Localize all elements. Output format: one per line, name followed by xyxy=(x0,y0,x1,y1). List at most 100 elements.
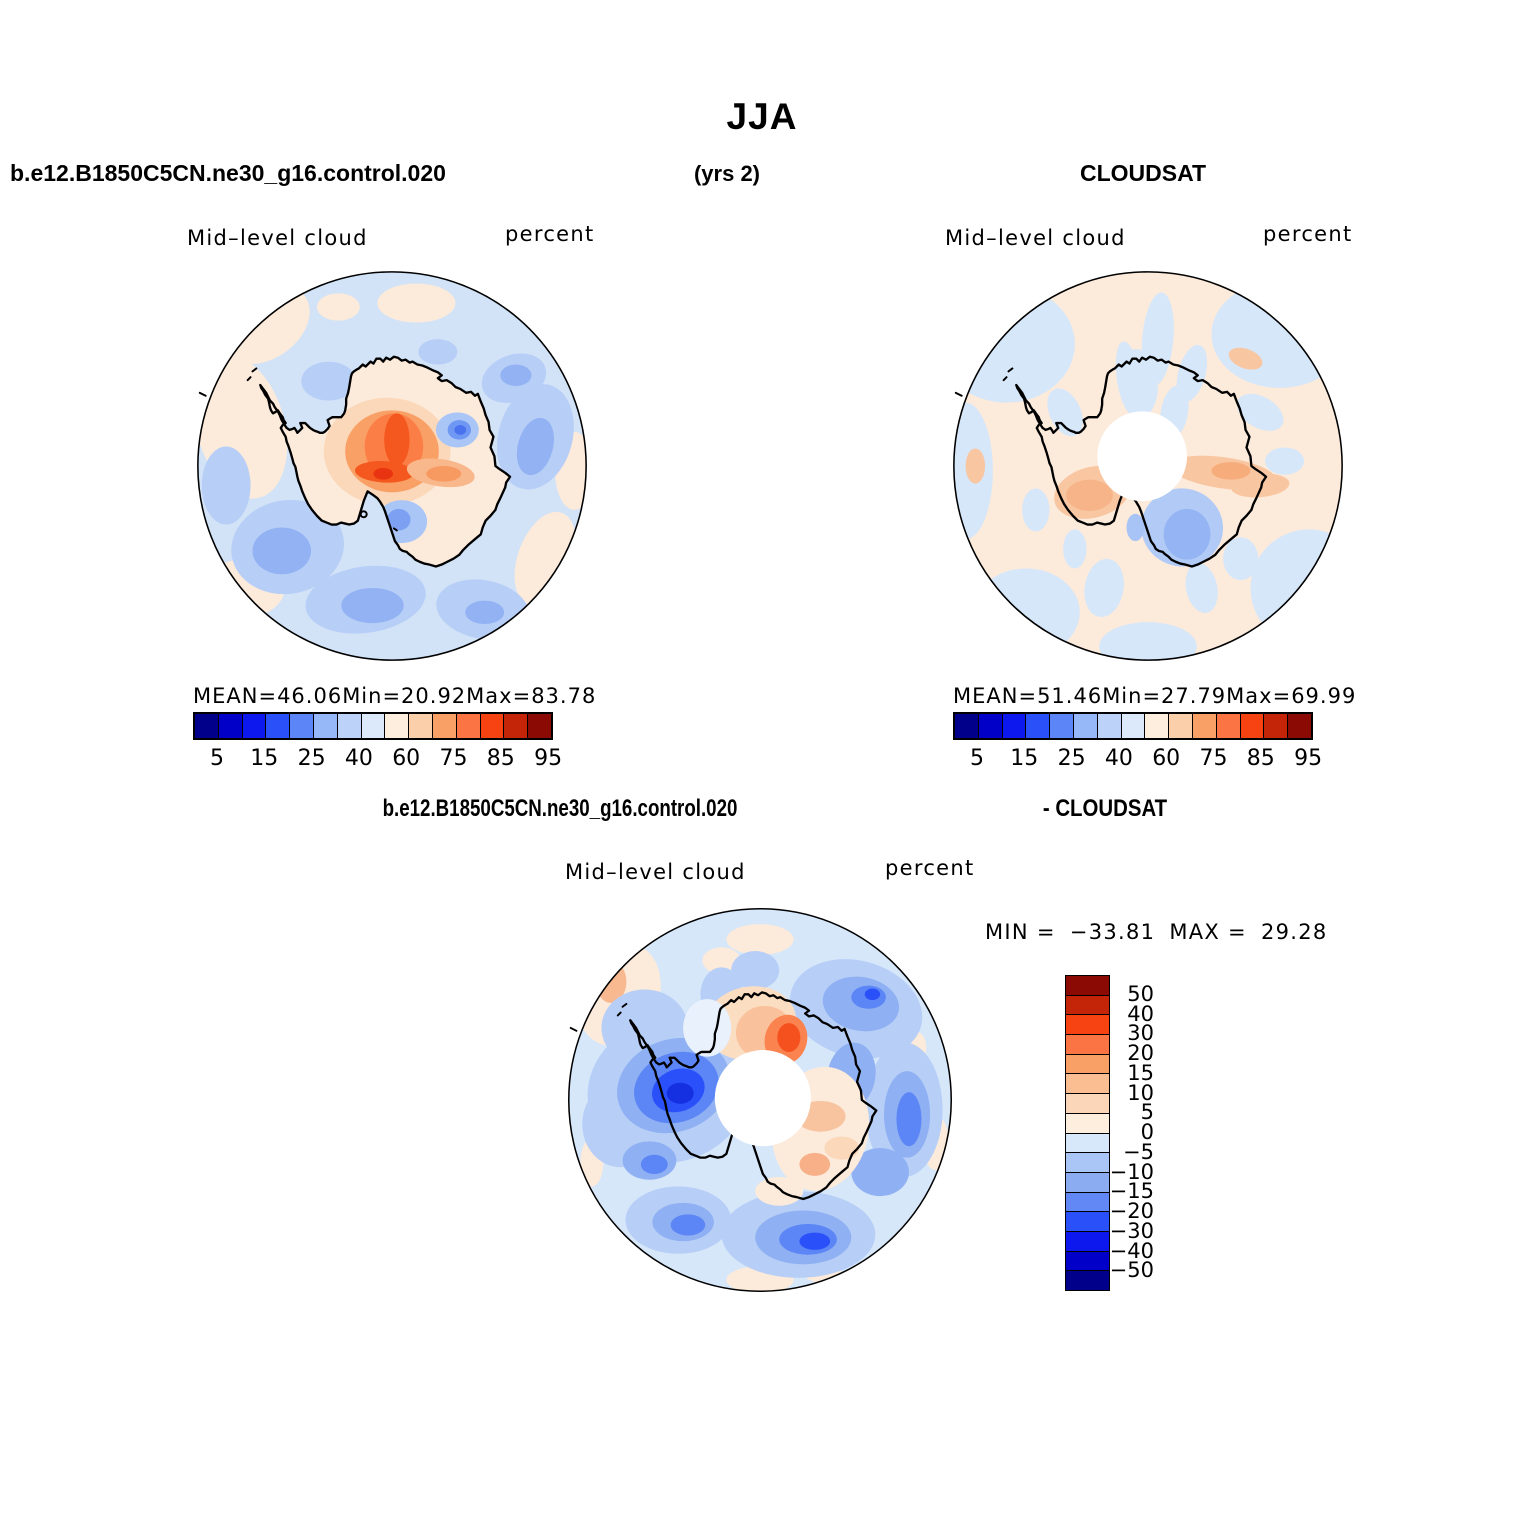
colorbar-tick-label: −5 xyxy=(1123,1139,1154,1164)
min-value: 20.92 xyxy=(401,684,467,708)
colorbar-cell xyxy=(1066,1230,1109,1251)
colorbar-cell xyxy=(408,714,432,738)
colorbar-tick-label: 5 xyxy=(210,746,224,771)
colorbar-tick-label: 40 xyxy=(1104,746,1133,771)
diff-obs-name-header: - CLOUDSAT xyxy=(1032,795,1178,823)
colorbar-tick-label: 40 xyxy=(344,746,373,771)
colorbar-cell xyxy=(1066,976,1109,995)
colorbar-cell xyxy=(1066,1211,1109,1231)
colorbar-cell xyxy=(1144,714,1169,738)
colorbar-cell xyxy=(1066,1250,1109,1271)
max-label: Max= xyxy=(466,684,532,708)
colorbar-cell xyxy=(431,714,456,738)
colorbar-cell xyxy=(1066,1053,1109,1074)
antarctica-coastline xyxy=(1015,355,1268,568)
colorbar-tick-label: 20 xyxy=(1127,1041,1154,1065)
colorbar-cell xyxy=(217,714,242,738)
colorbar-tick-label: 95 xyxy=(534,746,563,771)
colorbar-cell xyxy=(1066,994,1109,1015)
colorbar-tick-label: 75 xyxy=(439,746,468,771)
model-name-header: b.e12.B1850C5CN.ne30_g16.control.020 xyxy=(10,160,446,186)
colorbar-tick-label: 95 xyxy=(1294,746,1323,771)
max-value: 69.99 xyxy=(1291,684,1357,708)
colorbar-cell xyxy=(1066,1270,1109,1290)
model-units-label: percent xyxy=(505,222,595,246)
colorbar-tick-label: 0 xyxy=(1140,1120,1154,1144)
map-border xyxy=(197,271,587,661)
colorbar-tick-label: −20 xyxy=(1109,1199,1154,1223)
coastal-islands xyxy=(954,367,1014,397)
figure-title: JJA xyxy=(726,96,798,137)
obs-name-header: CLOUDSAT xyxy=(1079,160,1207,186)
colorbar-cell xyxy=(1072,714,1097,738)
colorbar-cell xyxy=(479,714,504,738)
colorbar-tick-label: 25 xyxy=(297,746,326,771)
colorbar-cell xyxy=(977,714,1002,738)
diff-field-label: Mid–level cloud xyxy=(565,860,746,884)
years-label: (yrs 2) xyxy=(693,161,761,186)
colorbar-cell xyxy=(1066,1014,1109,1035)
colorbar-tick-label: 15 xyxy=(1010,746,1039,771)
colorbar-tick-label: 85 xyxy=(1246,746,1275,771)
min-label: Min= xyxy=(342,684,402,708)
diff-min-value: −33.81 xyxy=(1069,920,1156,944)
colorbar-tick-label: 50 xyxy=(1127,981,1154,1006)
colorbar-cell xyxy=(336,714,361,738)
diff-max-label: MAX = xyxy=(1169,920,1247,944)
colorbar-tick-label: 30 xyxy=(1127,1021,1154,1046)
colorbar-tick-label: 5 xyxy=(1140,1100,1154,1125)
diff-obs-name-text: - CLOUDSAT xyxy=(1042,795,1168,822)
colorbar-cell xyxy=(1191,714,1216,738)
colorbar-cell xyxy=(1066,1093,1109,1113)
colorbar-tick-label: 15 xyxy=(1127,1060,1154,1085)
colorbar-tick-label: −50 xyxy=(1109,1258,1154,1283)
map-border xyxy=(953,271,1343,661)
max-value: 83.78 xyxy=(531,684,597,708)
colorbar-cell xyxy=(1066,1073,1109,1094)
colorbar-tick-label: −30 xyxy=(1109,1218,1154,1243)
map-border xyxy=(567,907,953,1293)
colorbar-tick-label: −15 xyxy=(1109,1179,1154,1204)
colorbar-cell xyxy=(1025,714,1050,738)
colorbar-cell xyxy=(1001,714,1026,738)
diff-minmax: MIN = −33.81 MAX = 29.28 xyxy=(985,920,1328,944)
colorbar-obs-ticks: 5 15 25 40 60 75 85 95 xyxy=(953,746,1322,772)
colorbar-diff-ticks: 50 40 30 20 15 10 5 0 −5 −10 −15 −20 −30 −40 −50 xyxy=(1109,975,1154,1291)
obs-units-label: percent xyxy=(1263,222,1353,246)
diff-min-label: MIN = xyxy=(985,920,1056,944)
colorbar-cell xyxy=(1066,1191,1109,1212)
colorbar-cell xyxy=(241,714,266,738)
diff-model-name-header: b.e12.B1850C5CN.ne30_g16.control.020 xyxy=(333,795,788,823)
colorbar-cell xyxy=(360,714,385,738)
mean-label: MEAN= xyxy=(193,684,278,708)
antarctica-coastline xyxy=(259,355,512,568)
colorbar-model xyxy=(193,712,553,740)
colorbar-cell xyxy=(384,714,409,738)
colorbar-cell xyxy=(1066,1034,1109,1054)
colorbar-tick-label: 25 xyxy=(1057,746,1086,771)
mean-label: MEAN= xyxy=(953,684,1038,708)
colorbar-cell xyxy=(265,714,290,738)
ocean-field xyxy=(198,283,586,640)
coastal-islands xyxy=(198,367,398,532)
mean-value: 51.46 xyxy=(1037,684,1103,708)
obs-field-label: Mid–level cloud xyxy=(945,226,1126,250)
colorbar-diff xyxy=(1065,975,1110,1291)
diff-field-blobs xyxy=(576,924,950,1291)
colorbar-cell xyxy=(1168,714,1192,738)
colorbar-tick-label: −10 xyxy=(1109,1159,1154,1184)
obs-stats: MEAN= 51.46 Min= 27.79 Max= 69.99 xyxy=(953,684,1355,708)
colorbar-tick-label: 10 xyxy=(1127,1080,1154,1105)
model-stats: MEAN= 46.06 Min= 20.92 Max= 83.78 xyxy=(193,684,595,708)
colorbar-cell xyxy=(527,714,551,738)
colorbar-model-ticks: 5 15 25 40 60 75 85 95 xyxy=(193,746,562,772)
colorbar-obs xyxy=(953,712,1313,740)
colorbar-cell xyxy=(1263,714,1288,738)
map-obs xyxy=(953,271,1343,661)
colorbar-tick-label: 85 xyxy=(486,746,515,771)
min-label: Min= xyxy=(1102,684,1162,708)
colorbar-cell xyxy=(1066,1171,1109,1192)
colorbar-cell xyxy=(1066,1152,1109,1172)
colorbar-cell xyxy=(1120,714,1145,738)
